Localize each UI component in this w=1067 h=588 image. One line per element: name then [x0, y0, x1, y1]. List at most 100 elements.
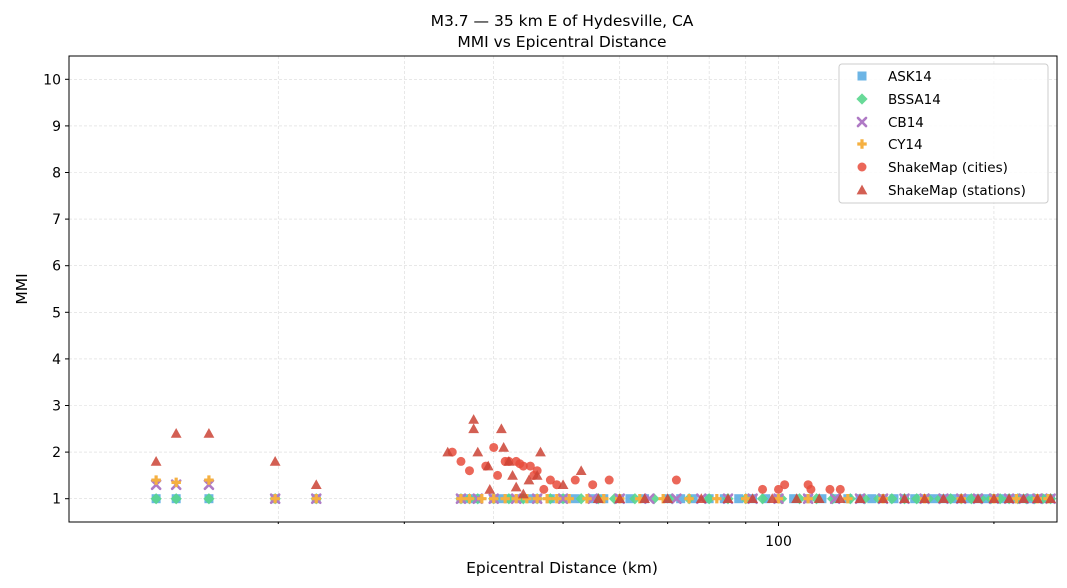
y-tick-label: 8 [52, 166, 61, 182]
chart-subtitle: MMI vs Epicentral Distance [457, 33, 666, 51]
y-tick-label: 2 [52, 445, 61, 461]
data-point [468, 423, 480, 434]
data-point [488, 493, 499, 504]
legend-label-cy14: CY14 [888, 137, 923, 153]
data-point [773, 493, 784, 504]
legend-marker [857, 139, 867, 149]
data-point [525, 461, 535, 471]
data-point [695, 493, 707, 504]
legend-label-shakemap-cities: ShakeMap (cities) [888, 160, 1008, 176]
data-point [495, 423, 507, 434]
data-point [511, 493, 521, 504]
data-point [468, 414, 480, 424]
x-tick-label: 100 [765, 534, 792, 550]
data-point [170, 428, 182, 438]
data-point [150, 493, 162, 505]
legend-marker [856, 184, 868, 195]
data-point [484, 483, 496, 494]
data-point [171, 477, 181, 488]
data-point [269, 456, 281, 466]
data-point [456, 456, 466, 466]
data-point [988, 493, 1000, 504]
data-point [639, 493, 651, 504]
data-point [756, 493, 769, 505]
data-point [899, 493, 910, 504]
legend-box [838, 63, 1049, 204]
data-point [311, 493, 321, 504]
legend-marker [857, 162, 867, 172]
data-point [464, 466, 474, 476]
grid-lines [69, 56, 1057, 522]
legend-label-ask14: ASK14 [888, 69, 932, 85]
legend-label-shakemap-stations: ShakeMap (stations) [888, 183, 1026, 199]
data-point [582, 493, 592, 504]
data-point [270, 493, 280, 504]
legend-marker [857, 71, 867, 81]
y-tick-label: 4 [52, 352, 61, 368]
data-point [955, 493, 967, 504]
data-point [886, 493, 898, 505]
data-point [1011, 493, 1022, 504]
data-point [539, 484, 549, 494]
y-tick-label: 7 [52, 212, 61, 228]
data-point [557, 479, 569, 490]
data-point [503, 456, 515, 466]
data-point [203, 428, 215, 438]
data-point [472, 446, 484, 457]
y-tick-label: 9 [52, 119, 61, 135]
data-point [523, 474, 535, 485]
data-point [575, 493, 587, 505]
y-tick-label: 5 [52, 305, 61, 321]
data-point [1045, 493, 1056, 504]
data-point [712, 493, 722, 504]
data-point [919, 493, 930, 504]
data-point [588, 480, 598, 490]
y-tick-label: 3 [52, 399, 61, 415]
data-point [1018, 493, 1029, 504]
data-point [826, 493, 839, 505]
data-point [489, 442, 499, 452]
data-point [835, 484, 845, 494]
data-point [170, 493, 182, 505]
x-axis-label: Epicentral Distance (km) [466, 559, 658, 577]
data-point [911, 493, 923, 505]
legend-markers [856, 71, 868, 195]
data-point [834, 493, 846, 504]
legend-marker [856, 116, 868, 128]
data-point [500, 493, 510, 504]
data-point [532, 493, 542, 504]
data-point [464, 493, 475, 504]
axis-ticks: 1 2 3 4 5 6 7 8 9 10 100 [43, 72, 995, 550]
legend: ASK14 BSSA14 CB14 CY14 ShakeMap (cities)… [838, 63, 1049, 204]
legend-label-bssa14: BSSA14 [888, 92, 941, 108]
data-point [854, 493, 866, 504]
data-point [780, 480, 790, 490]
y-tick-label: 10 [43, 72, 61, 88]
data-point [741, 493, 751, 504]
data-point [570, 475, 580, 485]
series-shakemap-cities [447, 442, 845, 494]
data-point [592, 493, 604, 504]
data-point [498, 442, 510, 452]
data-point [151, 475, 161, 485]
data-point [758, 484, 768, 494]
data-point [150, 456, 162, 466]
data-point [477, 493, 487, 504]
data-point [703, 493, 715, 505]
data-point [535, 446, 546, 457]
y-tick-label: 6 [52, 259, 61, 275]
data-point [552, 493, 562, 504]
data-point [204, 475, 214, 485]
data-point [604, 475, 614, 485]
legend-marker [856, 93, 868, 105]
data-point [570, 494, 580, 504]
legend-label-cb14: CB14 [888, 115, 924, 131]
data-point [557, 493, 569, 505]
data-point [575, 465, 587, 476]
data-point [843, 493, 853, 504]
data-point [734, 494, 744, 504]
data-point [493, 470, 503, 480]
data-point [614, 493, 626, 504]
y-axis-label: MMI [13, 273, 31, 304]
chart-title: M3.7 — 35 km E of Hydesville, CA [431, 12, 694, 30]
